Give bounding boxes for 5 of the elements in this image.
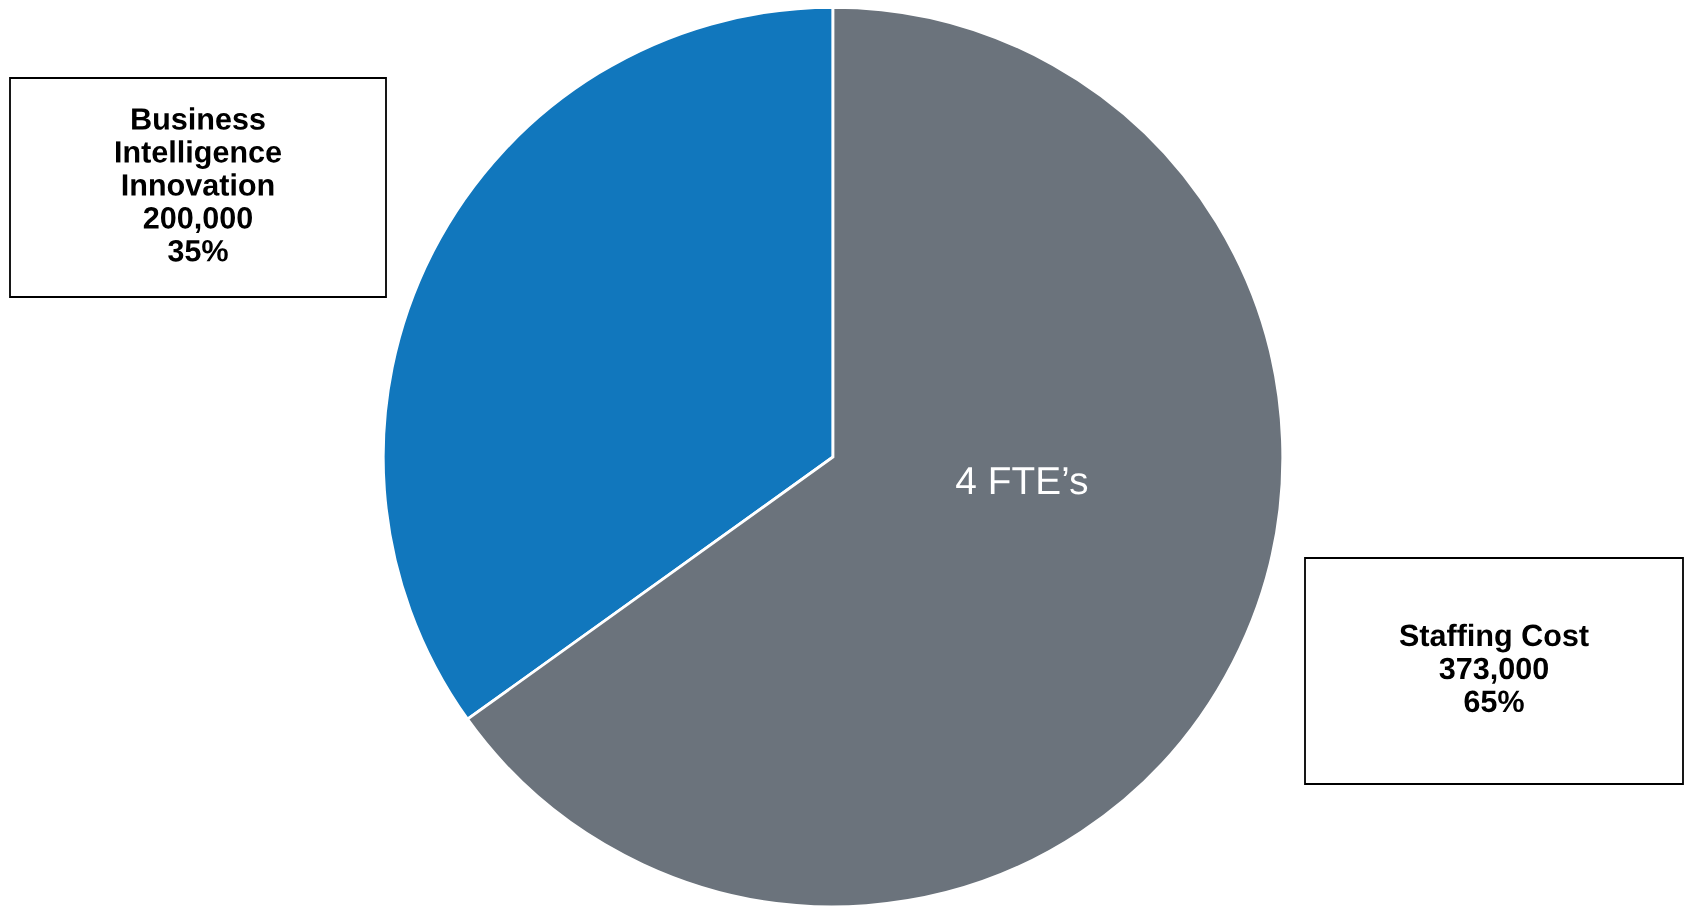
data-label: 373,000 65%	[1439, 657, 1548, 713]
slice-label: Staffing Cost	[1399, 623, 1589, 653]
text: 4 FTE’s	[956, 467, 1088, 495]
slice-label: Business Intelligence Innovation	[116, 107, 282, 196]
data-label: 200,000 35%	[143, 207, 252, 262]
